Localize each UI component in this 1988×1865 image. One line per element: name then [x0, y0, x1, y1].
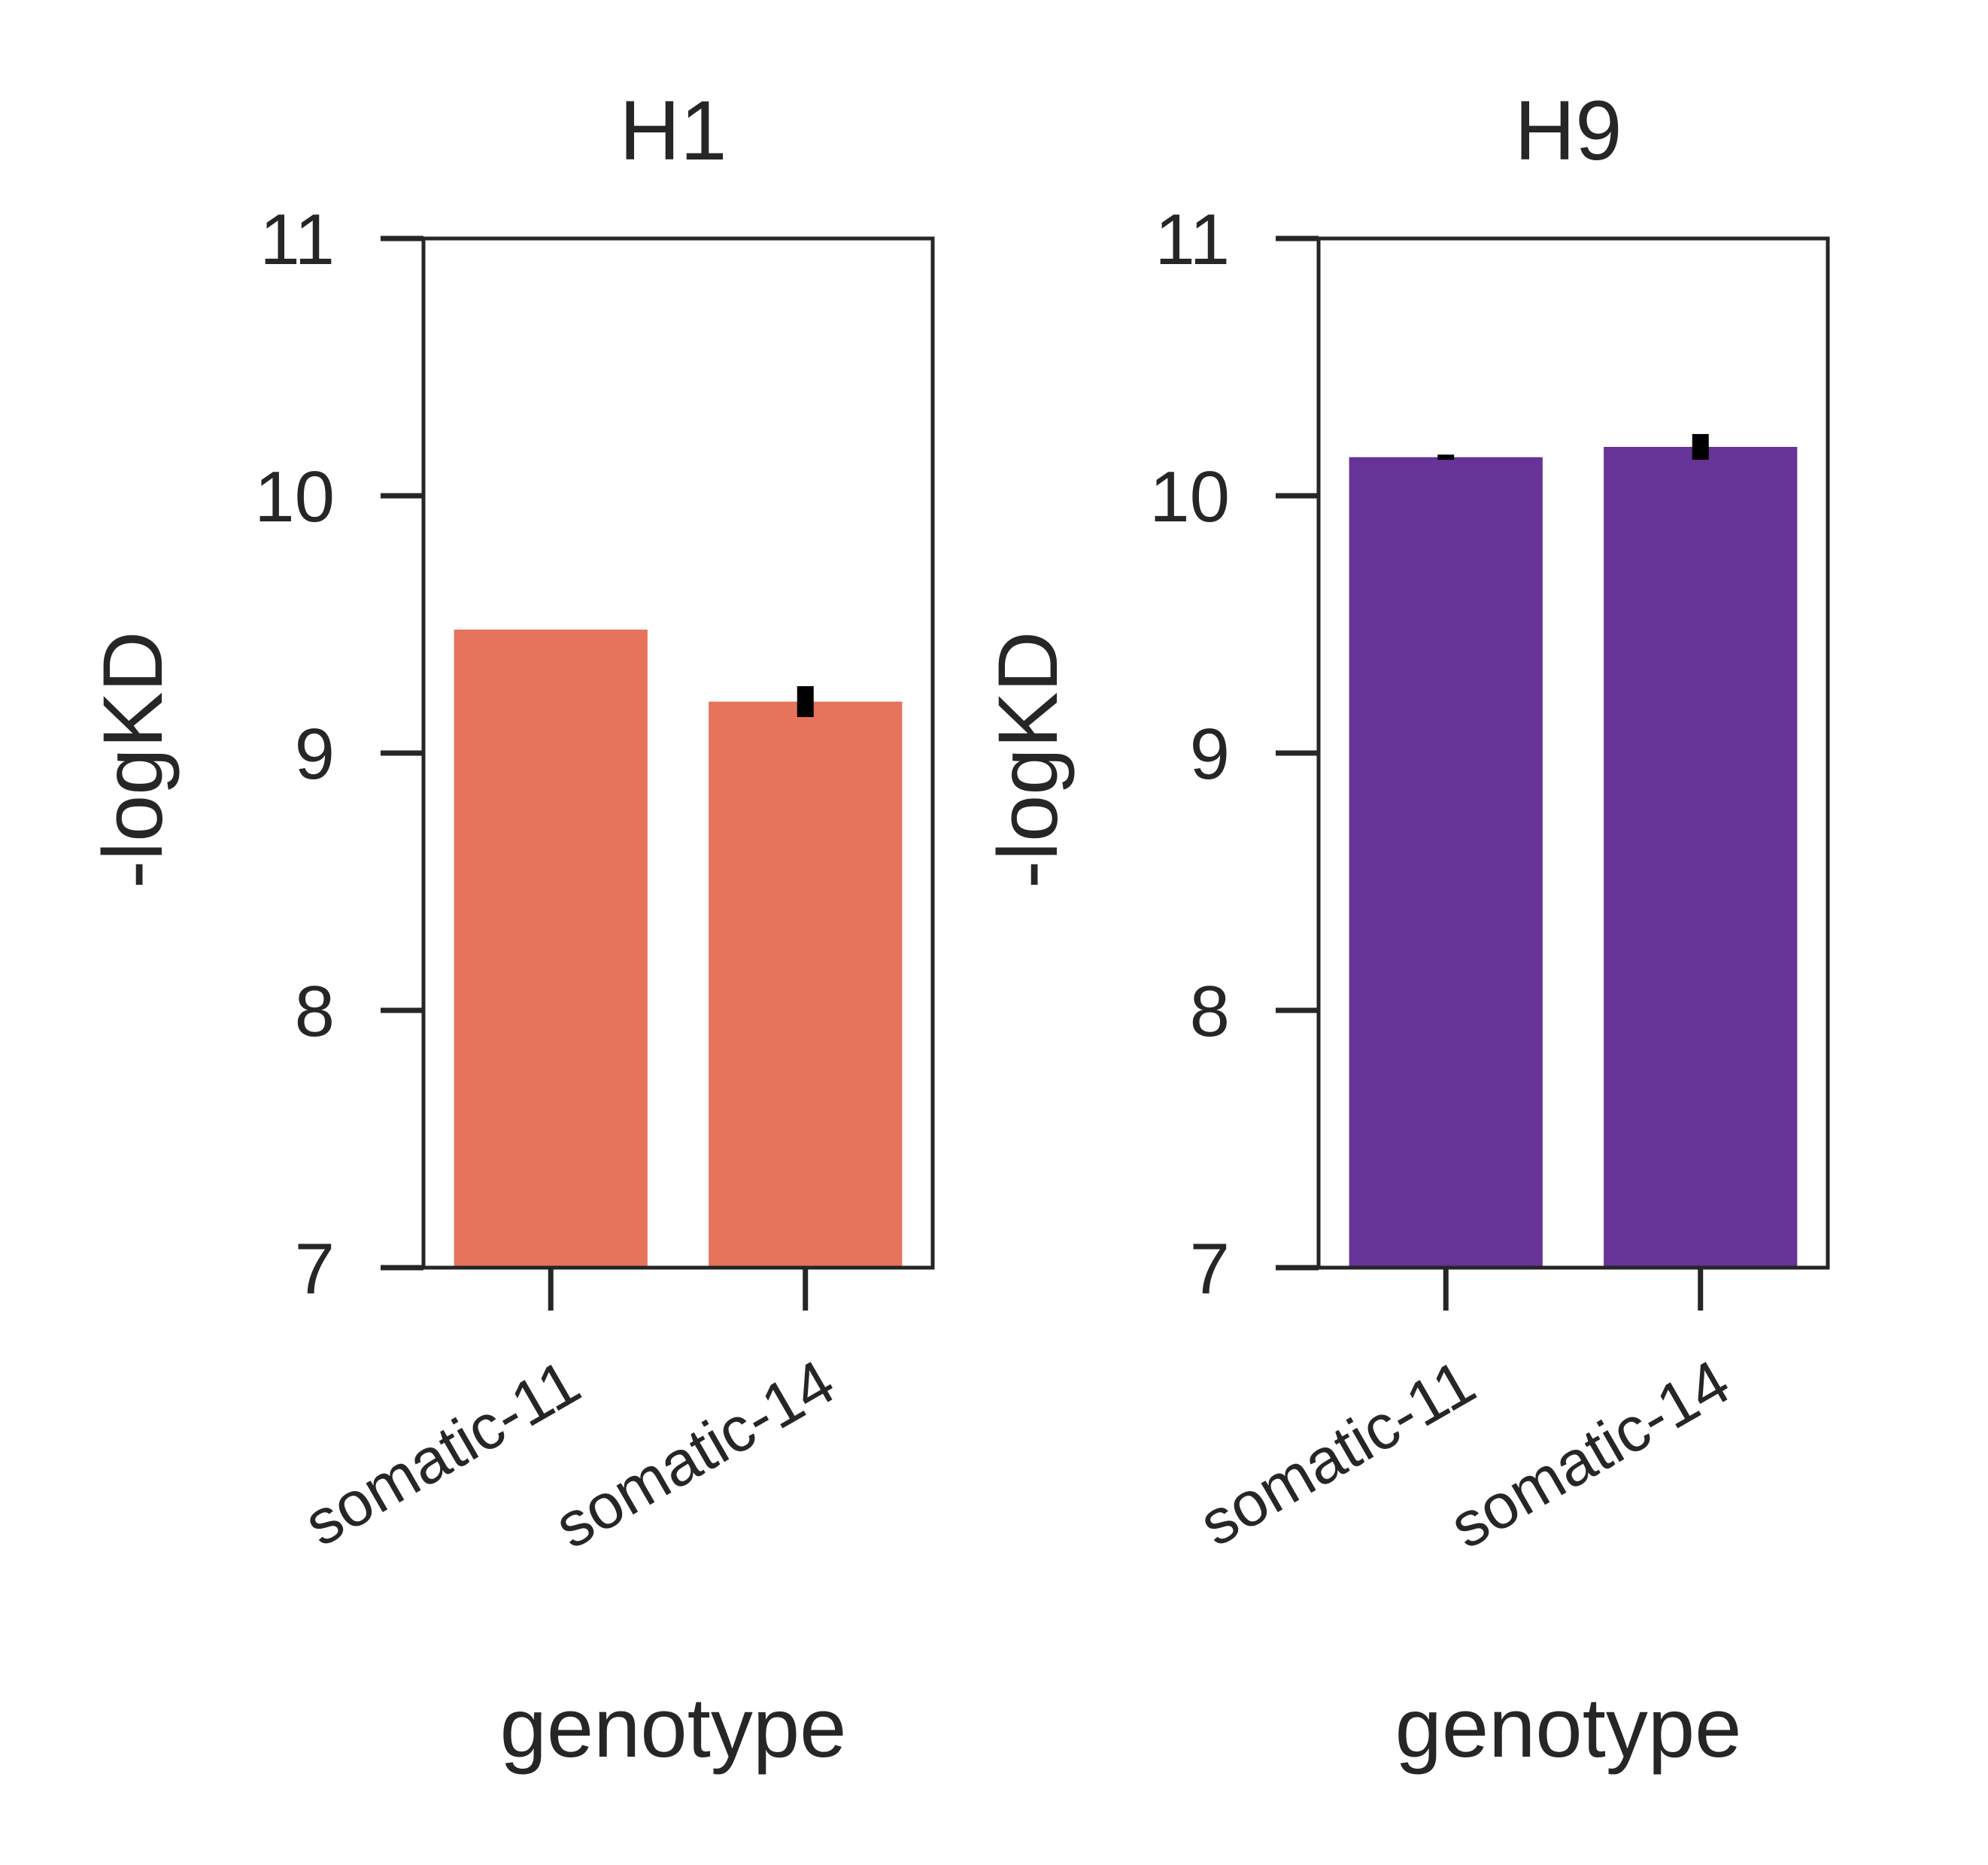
- error-bar: [1692, 433, 1709, 460]
- y-tick-label: 7: [295, 1229, 335, 1309]
- panel-title: H1: [619, 84, 727, 178]
- y-tick-label: 9: [295, 714, 335, 794]
- y-axis-label: -logKD: [86, 631, 180, 888]
- y-tick-label: 11: [1155, 199, 1230, 280]
- x-axis-label: genotype: [500, 1681, 847, 1775]
- error-bar: [1437, 454, 1455, 460]
- error-bar: [797, 686, 814, 718]
- bar-somatic-14: [1604, 447, 1798, 1268]
- y-tick-label: 11: [260, 199, 335, 280]
- x-tick-label: somatic-11: [293, 1346, 591, 1560]
- bars-group: [1349, 447, 1798, 1268]
- y-tick-label: 8: [295, 971, 335, 1052]
- y-ticks-group: 7 8 9 10 11: [254, 199, 423, 1309]
- bar-somatic-11: [1349, 457, 1543, 1268]
- y-axis-label: -logKD: [981, 631, 1075, 888]
- error-bars-group: [797, 686, 814, 718]
- x-tick-label: somatic-14: [1438, 1346, 1741, 1562]
- y-tick-label: 8: [1190, 971, 1230, 1052]
- x-tick-label: somatic-11: [1188, 1346, 1486, 1560]
- bar-somatic-11: [454, 629, 648, 1268]
- panel-title: H9: [1514, 84, 1622, 178]
- y-tick-label: 10: [1149, 457, 1230, 537]
- x-tick-label: somatic-14: [543, 1346, 846, 1562]
- bars-group: [454, 629, 903, 1268]
- y-tick-label: 10: [254, 457, 335, 537]
- y-tick-label: 9: [1190, 714, 1230, 794]
- bar-somatic-14: [709, 701, 903, 1268]
- error-bars-group: [1437, 433, 1709, 460]
- x-axis-label: genotype: [1395, 1681, 1742, 1775]
- y-ticks-group: 7 8 9 10 11: [1149, 199, 1319, 1309]
- y-tick-label: 7: [1190, 1229, 1230, 1309]
- panel-h9: H9 -logKD genotype 7 8 9 10 11 somatic-11som…: [981, 84, 1830, 1775]
- panel-h1: H1 -logKD genotype 7 8 9 10 11 somatic-11som…: [86, 84, 935, 1775]
